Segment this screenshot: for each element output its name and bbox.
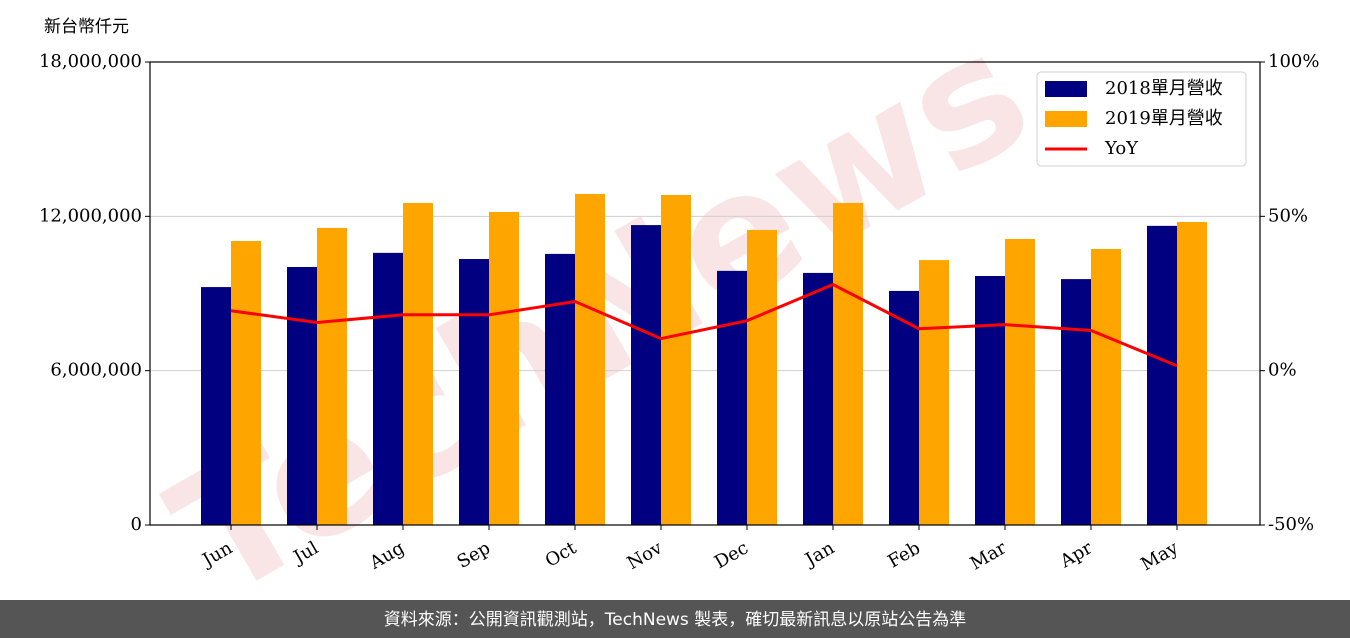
bar bbox=[661, 194, 691, 525]
source-note: 資料來源：公開資訊觀測站，TechNews 製表，確切最新訊息以原站公告為準 bbox=[384, 610, 966, 630]
bar bbox=[747, 229, 777, 525]
legend-label: 2018單月營收 bbox=[1105, 78, 1223, 99]
bar bbox=[889, 290, 919, 525]
plot-frame bbox=[149, 61, 1261, 526]
y2-tick-label: 0% bbox=[1268, 360, 1297, 381]
footer-bar bbox=[0, 600, 1350, 638]
x-tick-label: Nov bbox=[624, 537, 667, 574]
legend-label: 2019單月營收 bbox=[1105, 108, 1223, 129]
bar bbox=[919, 260, 949, 525]
bar bbox=[489, 211, 519, 525]
x-tick-label: Oct bbox=[542, 537, 581, 572]
bar bbox=[403, 202, 433, 526]
y-tick-label: 0 bbox=[131, 514, 142, 535]
bar bbox=[317, 227, 347, 526]
bar bbox=[459, 259, 489, 525]
x-tick-label: Apr bbox=[1056, 537, 1096, 572]
bar bbox=[631, 225, 661, 525]
line-series bbox=[230, 282, 1178, 368]
y2-tick-label: 100% bbox=[1268, 51, 1319, 72]
bar bbox=[833, 202, 863, 526]
bar bbox=[1005, 238, 1035, 526]
y-axis-label: 新台幣仟元 bbox=[44, 17, 129, 37]
y2-tick-label: -50% bbox=[1268, 514, 1314, 535]
legend-swatch bbox=[1045, 111, 1087, 127]
bar bbox=[717, 270, 747, 525]
y2-tick-label: 50% bbox=[1268, 205, 1308, 226]
x-tick-label: Dec bbox=[711, 537, 752, 573]
x-tick-label: Mar bbox=[967, 537, 1011, 574]
y-tick-label: 12,000,000 bbox=[39, 205, 142, 226]
legend-box bbox=[1036, 71, 1247, 167]
bar bbox=[1177, 221, 1207, 525]
bar bbox=[373, 252, 403, 525]
legend-swatch bbox=[1045, 81, 1087, 97]
bar bbox=[975, 276, 1005, 525]
bar bbox=[575, 193, 605, 525]
x-tick-label: Sep bbox=[454, 537, 494, 572]
x-tick-label: Jan bbox=[800, 537, 838, 571]
y-tick-label: 18,000,000 bbox=[39, 51, 142, 72]
bar bbox=[545, 253, 575, 526]
y-tick-label: 6,000,000 bbox=[50, 360, 142, 381]
bar bbox=[287, 267, 317, 525]
bar bbox=[1061, 279, 1091, 525]
bar bbox=[1147, 225, 1177, 525]
x-tick-label: Feb bbox=[884, 537, 924, 572]
bar bbox=[201, 287, 231, 525]
bar bbox=[1091, 249, 1121, 525]
x-tick-label: May bbox=[1137, 537, 1182, 575]
bar bbox=[803, 272, 833, 525]
legend-label: YoY bbox=[1104, 138, 1139, 159]
bar bbox=[231, 241, 261, 525]
